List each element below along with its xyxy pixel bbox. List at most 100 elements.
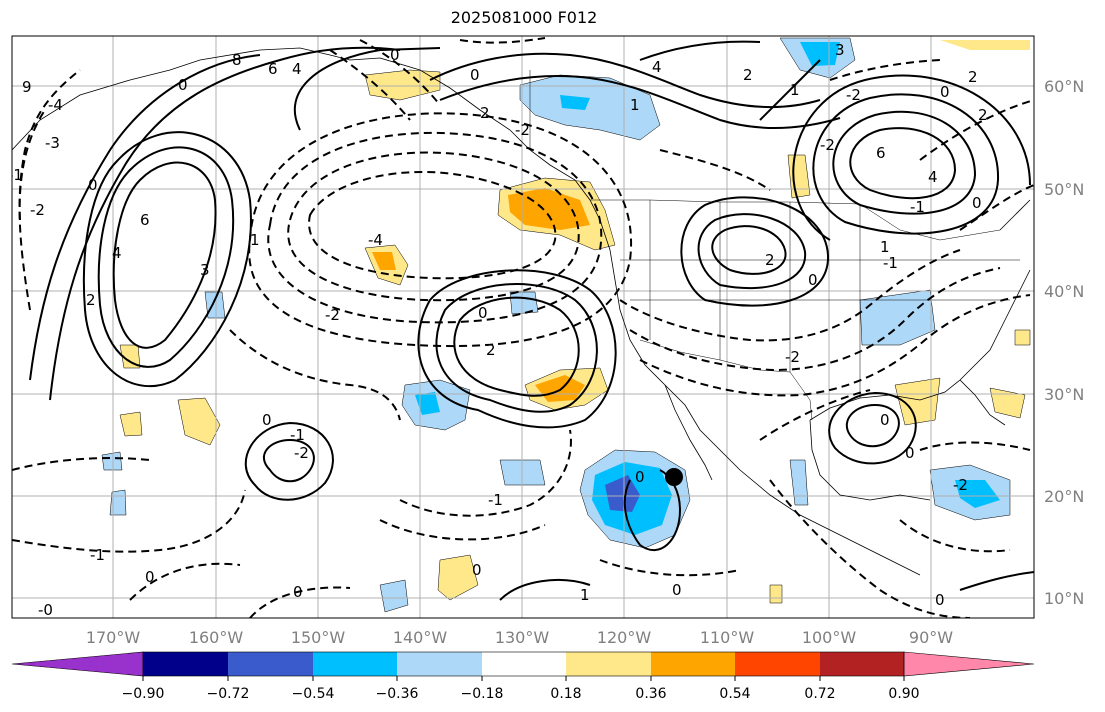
colorbar-tick-label: −0.18 [461,686,504,702]
contour-label: 0 [472,561,482,579]
contour-line [769,479,971,618]
contour-labels: 9 8 6 4 -4 -3 -2 -1 0 6 4 2 3 1 0 -2 -4 … [12,41,988,619]
contour-label: 8 [232,51,242,69]
coastline-florida [959,379,1006,426]
colorbar: −0.90 −0.72 −0.54 −0.36 −0.18 0.18 0.36 … [11,651,1035,702]
lon-label: 90°W [909,628,953,647]
contour-label: 3 [835,41,845,59]
contour-label: 1 [580,586,590,604]
anomaly-patch [989,387,1026,419]
contour-label: 6 [268,60,278,78]
contour-label: -2 [820,136,835,154]
contour-line [659,149,771,191]
contour-line [262,438,315,483]
contour-label: -2 [953,476,968,494]
contour-label: -1 [910,198,925,216]
anomaly-patch [101,451,123,471]
anomaly-patch [859,289,936,346]
anomaly-patch [769,584,783,604]
colorbar-ticks [142,676,905,681]
colorbar-tick-label: 0.18 [550,686,581,702]
lon-label: 140°W [393,628,448,647]
lat-label: 30°N [1044,385,1084,404]
contour-label: 0 [390,46,400,64]
colorbar-tick-label: 0.72 [804,686,835,702]
contour-line [112,161,217,349]
colorbar-segment [566,652,651,676]
contour-label: 2 [978,106,988,124]
colorbar-tick-label: −0.90 [122,686,165,702]
contour-line [828,391,917,465]
contour-label: 0 [470,66,480,84]
contour-label: -1 [488,491,503,509]
contour-line [812,93,1000,235]
contours-negative [12,37,1034,618]
contour-label: -3 [45,134,60,152]
anomaly-patch [789,459,809,506]
contour-line [244,421,334,501]
anomaly-patch [437,554,479,601]
contour-line [82,131,252,388]
contour-line [293,47,441,131]
contour-line [639,294,1031,397]
contour-label: 4 [292,60,302,78]
contour-label: -1 [290,426,305,444]
contour-line [49,46,401,401]
contour-line [308,170,557,280]
contour-line [629,267,1001,372]
contour-label: 0 [940,83,950,101]
colorbar-segment [143,652,228,676]
contour-label: 0 [672,581,682,599]
contour-line [379,519,546,541]
contour-line [711,225,787,275]
anomaly-patch [119,344,141,369]
contour-label: 2 [86,291,96,309]
contour-label: -2 [30,201,45,219]
contour-line [759,59,821,121]
colorbar-extend-low [11,651,144,677]
contour-line [849,127,957,200]
contour-label: 0 [808,271,818,289]
contour-label: 9 [22,78,32,96]
lon-label: 120°W [597,628,652,647]
contour-label: 0 [935,591,945,609]
coastline-west-us [599,219,921,576]
contour-label: 0 [88,176,98,194]
contour-line [329,49,411,121]
contour-label: 3 [200,261,210,279]
contour-label: 2 [968,68,978,86]
contour-line [12,457,151,471]
contour-label: -0 [38,601,53,619]
contour-line [12,489,246,553]
colorbar-tick-label: 0.90 [888,686,919,702]
anomaly-patch [800,42,840,66]
contour-label: 4 [112,244,122,262]
contour-label: 4 [652,58,662,76]
contour-label: -2 [785,348,800,366]
contour-line [435,283,598,413]
coastline-alaska [12,47,601,221]
colorbar-tick-label: −0.54 [292,686,335,702]
contour-line [832,110,977,215]
map-title: 2025081000 F012 [450,8,598,27]
colorbar-segment [735,652,820,676]
contour-line [439,75,841,129]
colorbar-outline [142,651,905,677]
contour-label: -2 [515,121,530,139]
anomaly-patch [955,480,1000,508]
contour-line [619,249,961,342]
contour-line [599,559,741,577]
colorbar-segment [228,652,313,676]
coastline-mexico-gulf [809,419,931,501]
contour-label: 0 [478,304,488,322]
contour-label: 0 [293,583,303,601]
colorbar-tick-label: 0.36 [635,686,666,702]
contour-line [248,112,633,348]
contour-label: 2 [480,104,490,122]
anomaly-patch [119,411,143,437]
contour-line [267,131,603,324]
anomaly-patch [605,475,640,512]
contour-label: 1 [250,231,260,249]
contour-line [680,196,830,307]
